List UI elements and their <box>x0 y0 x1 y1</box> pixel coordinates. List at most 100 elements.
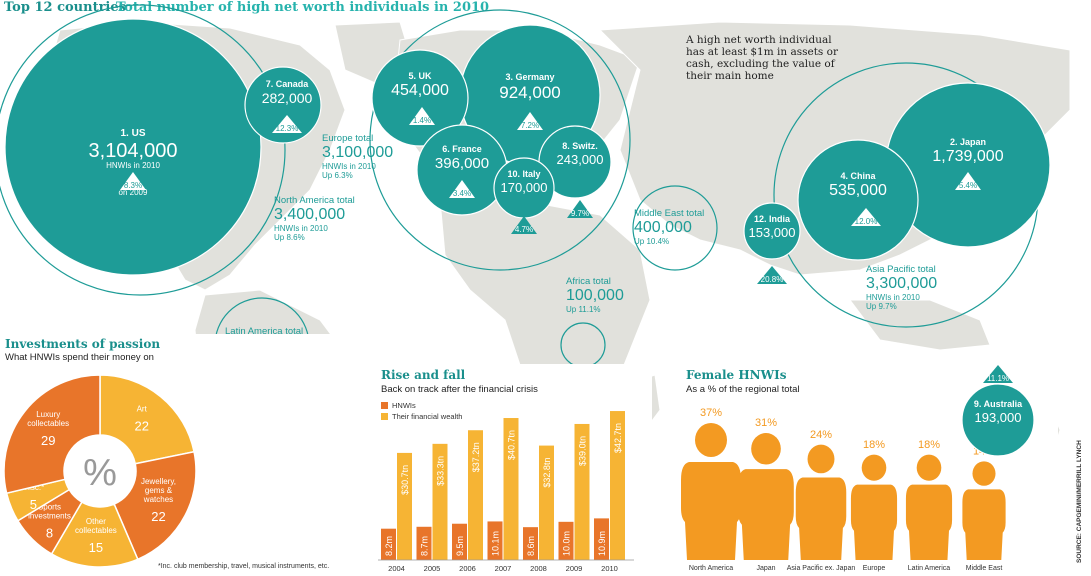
figure-body <box>850 484 898 560</box>
title-bar: Top 12 countries Total number of high ne… <box>0 0 1091 16</box>
legend-swatch <box>381 402 388 409</box>
country-value-label: 153,000 <box>748 225 796 240</box>
bar-hnwis-label: 10.0m <box>562 531 572 556</box>
figure-head <box>861 454 887 481</box>
change-value: 1.4% <box>413 116 431 125</box>
bar-wealth <box>574 423 590 560</box>
country-value-label: 454,000 <box>391 82 449 99</box>
change-value: 8.3% <box>124 181 142 190</box>
change-value: 3.4% <box>453 189 471 198</box>
country-rank-label: 10. Italy <box>507 169 541 179</box>
bar-hnwis <box>381 528 396 560</box>
pie-slice-label: Art <box>137 404 148 413</box>
region-name: Middle East total <box>634 208 705 219</box>
pie-slice-label: collectables <box>75 526 117 535</box>
bar-hnwis <box>523 527 538 560</box>
bar-wealth <box>610 411 625 560</box>
bar-subtitle: Back on track after the financial crisis <box>381 384 538 395</box>
figure-body <box>962 489 1006 560</box>
change-badge: 8.3% <box>120 172 146 190</box>
country-value-label: 170,000 <box>500 180 548 195</box>
figure-body <box>738 469 794 560</box>
change-triangle <box>567 200 593 218</box>
bar-title: Rise and fall <box>381 368 466 382</box>
country-value-label: 1,739,000 <box>932 148 1004 165</box>
figure-head <box>972 461 996 486</box>
bubble-uk <box>371 49 469 147</box>
pictogram-chart: 37% North America 31% Japan 24% Asia Pacific … <box>681 407 1006 572</box>
bar-hnwis <box>452 523 467 560</box>
pie-slice-value: 5 <box>30 497 37 512</box>
female-percent-label: 31% <box>755 417 777 429</box>
pie-slice-value: 22 <box>134 418 148 433</box>
figure-head <box>695 423 727 457</box>
change-badge: 11.1% <box>983 365 1013 383</box>
bubble-australia-overlay <box>961 383 1035 457</box>
bar-hnwis-label: 8.6m <box>526 536 536 556</box>
female-percent-label: 18% <box>918 439 940 451</box>
region-detail: Up 8.6% <box>274 233 305 242</box>
figure-head <box>807 444 835 474</box>
bar-hnwis-label: 10.9m <box>597 531 607 556</box>
region-detail: HNWIs in 2010 <box>322 162 376 171</box>
female-percent-label: 24% <box>810 429 832 441</box>
country-sub-label: HNWIs in 2010 <box>106 161 160 170</box>
country-rank-label: 8. Switz. <box>562 141 598 151</box>
change-value: 5.4% <box>959 181 977 190</box>
bar-hnwis <box>558 521 574 560</box>
country-rank-label: 9. Australia <box>973 399 1023 409</box>
female-region-label: Asia Pacific ex. Japan <box>787 565 856 572</box>
landmass-southeast-asia <box>849 299 991 351</box>
change-triangle <box>449 180 475 198</box>
bar-wealth <box>432 443 448 560</box>
region-value: 3,300,000 <box>866 275 938 292</box>
country-value-label: 243,000 <box>556 152 604 167</box>
pie-slice-value: 29 <box>41 433 55 448</box>
change-triangle <box>955 172 981 190</box>
bubble-china <box>797 139 919 261</box>
bar-hnwis-label: 8.7m <box>420 536 430 556</box>
pie-footnote: *Inc. club membership, travel, musical i… <box>158 563 330 570</box>
female-figure <box>962 461 1006 560</box>
region-detail: Up 10.4% <box>634 237 670 246</box>
bar-hnwis <box>594 518 609 560</box>
change-triangle <box>983 365 1013 383</box>
country-rank-label: 5. UK <box>408 71 432 81</box>
change-value: 12.3% <box>276 124 299 133</box>
country-value-label: 396,000 <box>434 155 490 172</box>
change-badge: 12.3% <box>272 115 302 133</box>
region-detail: HNWIs in 2010 <box>866 293 920 302</box>
figure-body <box>905 484 953 560</box>
chart-title: Top 12 countries <box>4 0 126 15</box>
chart-subtitle: Total number of high net worth individua… <box>116 0 490 15</box>
region-name: Asia Pacific total <box>866 264 936 275</box>
region-value: 100,000 <box>566 287 624 304</box>
bar-wealth <box>468 430 483 560</box>
change-triangle <box>511 216 537 234</box>
bar-wealth-label: $37.2tn <box>471 442 481 472</box>
female-region-label: Middle East <box>966 565 1003 572</box>
region-name: Latin America total <box>225 326 304 337</box>
change-value: 7.2% <box>521 121 539 130</box>
figure-body <box>681 462 741 560</box>
bar-wealth <box>539 445 554 560</box>
country-value-label: 535,000 <box>829 182 887 199</box>
female-figure <box>795 444 847 560</box>
female-region-label: North America <box>689 565 733 572</box>
bubble-us <box>4 18 262 276</box>
note-line: has at least $1m in assets or <box>686 46 838 58</box>
change-triangle <box>757 266 787 284</box>
bar-category-label: 2004 <box>388 564 405 573</box>
note-line: cash, excluding the value of <box>686 58 835 70</box>
country-rank-label: 7. Canada <box>265 79 309 89</box>
pie-slice-label: Other <box>86 517 106 526</box>
pie-slice-label: collectables <box>27 419 69 428</box>
hnwi-definition-note: A high net worth individual has at least… <box>686 34 838 82</box>
region-value: 3,100,000 <box>322 144 394 161</box>
female-region-label: Europe <box>863 565 886 572</box>
bar-category-label: 2010 <box>601 564 618 573</box>
change-badge: 7.2% <box>517 112 543 130</box>
female-percent-label: 18% <box>863 439 885 451</box>
change-badge: 12.0% <box>851 208 881 226</box>
